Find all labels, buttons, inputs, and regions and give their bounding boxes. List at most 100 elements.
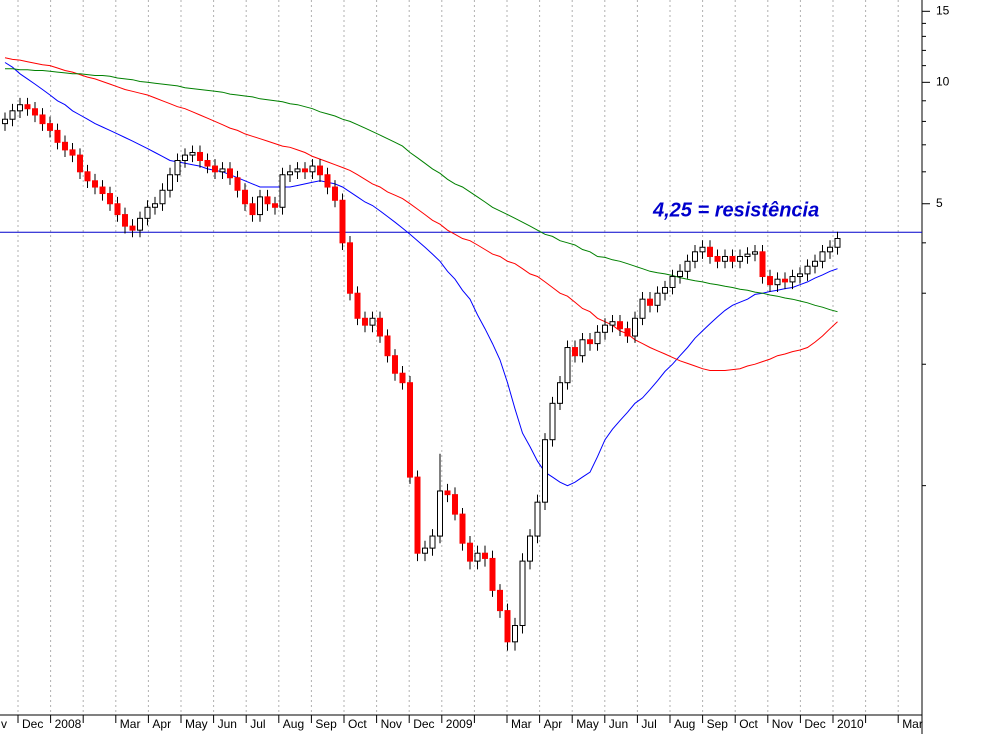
candle-body <box>189 151 196 156</box>
x-tick-label: 2010 <box>837 717 864 731</box>
moving-average-line <box>4 57 838 371</box>
candle-body <box>804 265 811 275</box>
candle-body <box>617 321 623 330</box>
candle-body <box>527 535 533 562</box>
y-tick-label: 5 <box>936 196 943 210</box>
candle-body <box>167 174 173 191</box>
candle-body <box>429 535 436 549</box>
candle-body <box>714 255 721 262</box>
x-tick-label: Oct <box>739 717 758 731</box>
candle-body <box>767 276 773 286</box>
x-tick-label: Dec <box>804 717 825 731</box>
candle-body <box>407 382 413 478</box>
candle-body <box>579 339 586 357</box>
x-tick-label: Apr <box>544 717 563 731</box>
x-tick-label: Aug <box>283 717 304 731</box>
candle-body <box>347 242 353 294</box>
x-tick-label: May <box>576 717 599 731</box>
x-tick-label: Dec <box>413 717 434 731</box>
candle-body <box>557 382 563 404</box>
candle-body <box>699 246 706 253</box>
candle-body <box>684 260 691 272</box>
candle-body <box>467 542 473 562</box>
candle-body <box>504 610 511 643</box>
candle-body <box>152 203 158 208</box>
candle-body <box>204 159 211 167</box>
candle-body <box>737 255 743 262</box>
x-tick-label: Jun <box>609 717 628 731</box>
candle-body <box>819 251 826 262</box>
candle-body <box>497 589 503 612</box>
candle-body <box>489 557 496 591</box>
x-tick-label: May <box>185 717 208 731</box>
x-tick-label: Mar <box>902 717 923 731</box>
candle-body <box>227 168 233 179</box>
candle-body <box>47 123 53 131</box>
candle-body <box>197 151 203 161</box>
x-tick-label: Oct <box>348 717 367 731</box>
candle-body <box>459 513 466 544</box>
candle-body <box>279 174 286 208</box>
candle-body <box>84 171 91 182</box>
candle-body <box>9 110 16 120</box>
candle-body <box>362 317 368 326</box>
candle-body <box>92 180 98 188</box>
x-tick-label: Dec <box>22 717 43 731</box>
candle-body <box>602 324 608 333</box>
candle-body <box>549 402 556 441</box>
x-tick-label: Mar <box>511 717 532 731</box>
candle-body <box>182 154 188 161</box>
candle-body <box>294 168 301 173</box>
candle-body <box>752 251 758 255</box>
candle-body <box>392 355 398 374</box>
x-tick-label: Sep <box>315 717 337 731</box>
candle-body <box>77 154 83 173</box>
moving-average-line <box>5 68 838 313</box>
candle-body <box>234 177 241 191</box>
y-tick-label: 10 <box>936 74 950 88</box>
candle-body <box>17 104 23 112</box>
candle-body <box>444 490 451 496</box>
x-tick-label: Mar <box>120 717 141 731</box>
candle-body <box>39 114 46 125</box>
candle-body <box>242 189 248 205</box>
candle-body <box>512 625 518 643</box>
x-tick-label: Jul <box>641 717 656 731</box>
candle-body <box>377 317 383 337</box>
candle-body <box>437 490 443 537</box>
candle-body <box>564 347 571 384</box>
candle-body <box>834 238 841 248</box>
x-tick-label: Aug <box>674 717 695 731</box>
candle-body <box>572 347 578 357</box>
x-tick-label: 2008 <box>55 717 82 731</box>
candle-body <box>399 372 406 384</box>
candle-body <box>519 560 526 627</box>
candle-body <box>624 328 631 337</box>
x-tick-label: Nov <box>381 717 402 731</box>
candle-body <box>722 255 728 262</box>
x-tick-label: Apr <box>152 717 171 731</box>
candle-body <box>654 292 661 306</box>
candle-body <box>677 270 683 278</box>
candle-body <box>789 276 796 283</box>
y-tick-label: 15 <box>936 3 950 17</box>
candle-body <box>594 331 601 345</box>
annotation: 4,25 = resistência <box>652 199 819 221</box>
candle-body <box>639 298 646 319</box>
candle-body <box>174 159 181 176</box>
candle-body <box>144 206 151 219</box>
candle-body <box>422 547 428 554</box>
candle-body <box>309 165 316 173</box>
candle-body <box>302 168 308 173</box>
candle-body <box>812 260 818 267</box>
candle-body <box>534 501 541 537</box>
candle-body <box>317 165 323 176</box>
candle-body <box>542 439 548 503</box>
candle-body <box>62 141 68 151</box>
candle-body <box>129 225 136 231</box>
candle-body <box>219 168 226 173</box>
x-tick-label: Jun <box>218 717 237 731</box>
candle-body <box>324 174 331 188</box>
